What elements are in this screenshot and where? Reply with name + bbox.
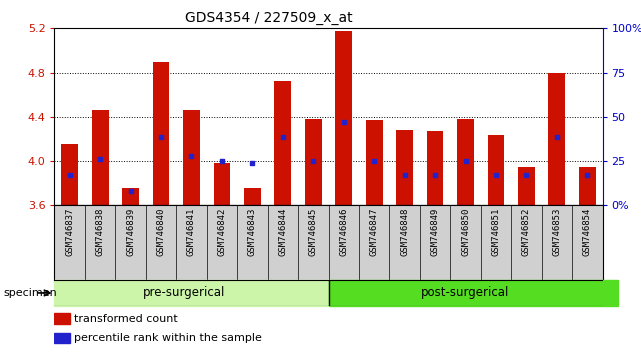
Text: GSM746839: GSM746839 [126,207,135,256]
Text: GSM746846: GSM746846 [339,207,348,256]
Text: transformed count: transformed count [74,314,178,324]
Text: GSM746840: GSM746840 [156,207,165,256]
Bar [335,30,352,205]
Point [430,173,440,178]
Point [552,134,562,139]
Text: post-surgerical: post-surgerical [421,286,510,299]
Bar [305,119,322,205]
Bar [549,73,565,205]
Text: percentile rank within the sample: percentile rank within the sample [74,333,262,343]
Text: specimen: specimen [3,288,57,298]
Bar [122,188,139,205]
Bar [92,110,108,205]
Bar [54,313,70,324]
Text: GSM746838: GSM746838 [96,207,104,256]
Point [308,158,319,164]
Point [247,160,258,166]
Point [95,156,105,162]
Point [65,173,75,178]
Text: GSM746852: GSM746852 [522,207,531,256]
Bar [457,119,474,205]
Bar [244,188,261,205]
Bar [579,167,595,205]
Bar [488,135,504,205]
Text: GSM746849: GSM746849 [431,207,440,256]
Point [338,120,349,125]
Bar [153,62,169,205]
Point [491,173,501,178]
Bar [427,131,444,205]
Text: GSM746841: GSM746841 [187,207,196,256]
Text: GSM746853: GSM746853 [553,207,562,256]
Bar [183,110,200,205]
Bar [518,167,535,205]
Text: GSM746842: GSM746842 [217,207,226,256]
Point [399,173,410,178]
Text: GDS4354 / 227509_x_at: GDS4354 / 227509_x_at [185,11,353,25]
Point [126,188,136,194]
Bar [62,144,78,205]
Bar [54,333,70,343]
Bar [366,120,383,205]
Point [460,158,470,164]
Text: GSM746843: GSM746843 [248,207,257,256]
Bar [328,280,618,306]
Bar [396,130,413,205]
Bar [274,81,291,205]
Bar [213,163,230,205]
Point [582,173,592,178]
Point [217,158,227,164]
Point [369,158,379,164]
Text: GSM746845: GSM746845 [309,207,318,256]
Text: GSM746848: GSM746848 [400,207,409,256]
Text: GSM746850: GSM746850 [461,207,470,256]
Point [278,134,288,139]
Text: GSM746837: GSM746837 [65,207,74,256]
Point [187,153,197,158]
Point [521,173,531,178]
Text: GSM746847: GSM746847 [370,207,379,256]
Text: GSM746844: GSM746844 [278,207,287,256]
Point [156,134,166,139]
Text: pre-surgerical: pre-surgerical [143,286,225,299]
Text: GSM746854: GSM746854 [583,207,592,256]
Bar [54,280,328,306]
Text: GSM746851: GSM746851 [492,207,501,256]
